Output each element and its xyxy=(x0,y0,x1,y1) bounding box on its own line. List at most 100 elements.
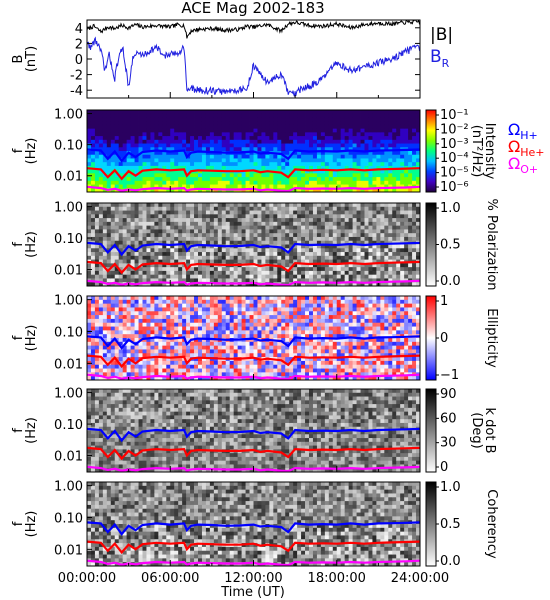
spectrogram-cell xyxy=(277,307,282,312)
spectrogram-cell xyxy=(408,274,413,279)
spectrogram-cell xyxy=(142,368,147,373)
spectrogram-cell xyxy=(201,132,207,137)
spectrogram-cell xyxy=(142,143,147,148)
spectrogram-cell xyxy=(182,233,187,238)
spectrogram-cell xyxy=(225,326,231,331)
spectrogram-cell xyxy=(400,252,405,257)
spectrogram-cell xyxy=(293,177,298,182)
spectrogram-cell xyxy=(285,315,290,320)
spectrogram-cell xyxy=(281,353,286,358)
spectrogram-cell xyxy=(257,274,262,279)
spectrogram-cell xyxy=(372,188,377,193)
spectrogram-cell xyxy=(289,158,294,163)
spectrogram-cell xyxy=(245,233,250,238)
spectrogram-cell xyxy=(201,143,207,148)
spectrogram-cell xyxy=(186,303,191,308)
spectrogram-cell xyxy=(261,128,266,133)
spectrogram-cell xyxy=(301,128,306,133)
spectrogram-cell xyxy=(324,210,330,215)
spectrogram-cell xyxy=(257,203,262,208)
spectrogram-cell xyxy=(348,177,353,182)
spectrogram-cell xyxy=(166,117,171,122)
spectrogram-cell xyxy=(134,372,139,377)
spectrogram-cell xyxy=(241,218,246,223)
spectrogram-cell xyxy=(201,121,207,126)
spectrogram-cell xyxy=(376,173,381,178)
spectrogram-cell xyxy=(245,203,250,208)
spectrogram-cell xyxy=(162,210,167,215)
colorbar-tick-label: 0.5 xyxy=(440,238,461,253)
spectrogram-cell xyxy=(352,255,357,260)
spectrogram-cell xyxy=(205,218,211,223)
spectrogram-cell xyxy=(289,248,294,253)
spectrogram-cell xyxy=(170,132,175,137)
spectrogram-cell xyxy=(277,113,282,118)
spectrogram-cell xyxy=(174,124,179,130)
spectrogram-cell xyxy=(328,233,334,238)
spectrogram-cell xyxy=(225,349,231,354)
spectrogram-cell xyxy=(106,368,112,373)
spectrogram-cell xyxy=(320,165,326,171)
spectrogram-cell xyxy=(285,124,290,130)
spectrogram-cell xyxy=(221,364,227,369)
spectrogram-cell xyxy=(316,151,322,156)
spectrogram-cell xyxy=(273,360,278,366)
spectrogram-cell xyxy=(118,151,124,156)
spectrogram-cell xyxy=(110,117,116,122)
spectrogram-cell xyxy=(265,233,270,238)
spectrogram-cell xyxy=(114,248,120,253)
spectrogram-cell xyxy=(237,296,242,301)
spectrogram-cell xyxy=(253,233,258,238)
spectrogram-cell xyxy=(150,303,155,308)
spectrogram-cell xyxy=(249,132,254,137)
spectrogram-cell xyxy=(368,203,373,208)
spectrogram-cell xyxy=(162,110,167,115)
spectrogram-cell xyxy=(269,372,274,377)
spectrogram-cell xyxy=(166,376,171,381)
spectrogram-cell xyxy=(368,184,373,189)
spectrogram-cell xyxy=(213,110,219,115)
spectrogram-cell xyxy=(198,299,203,305)
spectrogram-cell xyxy=(198,357,203,362)
spectrogram-cell xyxy=(344,124,350,130)
spectrogram-cell xyxy=(305,136,310,141)
spectrogram-cell xyxy=(265,210,270,215)
spectrogram-cell xyxy=(344,210,350,215)
spectrogram-cell xyxy=(98,113,104,118)
spectrogram-cell xyxy=(146,210,151,215)
spectrogram-cell xyxy=(416,124,421,130)
spectrogram-cell xyxy=(241,184,246,189)
spectrogram-cell xyxy=(162,274,167,279)
spectrogram-cell xyxy=(158,267,163,272)
spectrogram-cell xyxy=(198,221,203,227)
spectrogram-cell xyxy=(198,214,203,219)
spectrogram-cell xyxy=(348,240,353,245)
spectrogram-cell xyxy=(102,236,108,242)
spectrogram-cell xyxy=(182,322,187,327)
spectrogram-cell xyxy=(217,236,223,242)
spectrogram-cell xyxy=(277,330,282,335)
spectrogram-cell xyxy=(328,151,334,156)
spectrogram-cell xyxy=(98,184,104,189)
spectrogram-cell xyxy=(301,165,306,171)
spectrogram-cell xyxy=(130,218,135,223)
spectrogram-cell xyxy=(388,203,393,208)
spectrogram-cell xyxy=(261,210,266,215)
spectrogram-cell xyxy=(201,180,207,185)
spectrogram-cell xyxy=(297,248,302,253)
spectrogram-cell xyxy=(360,184,365,189)
spectrogram-cell xyxy=(249,173,254,178)
spectrogram-cell xyxy=(122,252,128,257)
spectrogram-cell xyxy=(336,236,342,242)
spectrogram-cell xyxy=(273,252,278,257)
spectrogram-cell xyxy=(241,311,246,316)
spectrogram-cell xyxy=(90,229,96,234)
spectrogram-cell xyxy=(305,113,310,118)
spectrogram-cell xyxy=(297,252,302,257)
spectrogram-cell xyxy=(126,345,131,350)
spectrogram-cell xyxy=(130,349,135,354)
spectrogram-cell xyxy=(320,218,326,223)
spectrogram-cell xyxy=(110,282,116,287)
y-tick-label: -2 xyxy=(70,69,83,84)
spectrogram-cell xyxy=(229,364,235,369)
